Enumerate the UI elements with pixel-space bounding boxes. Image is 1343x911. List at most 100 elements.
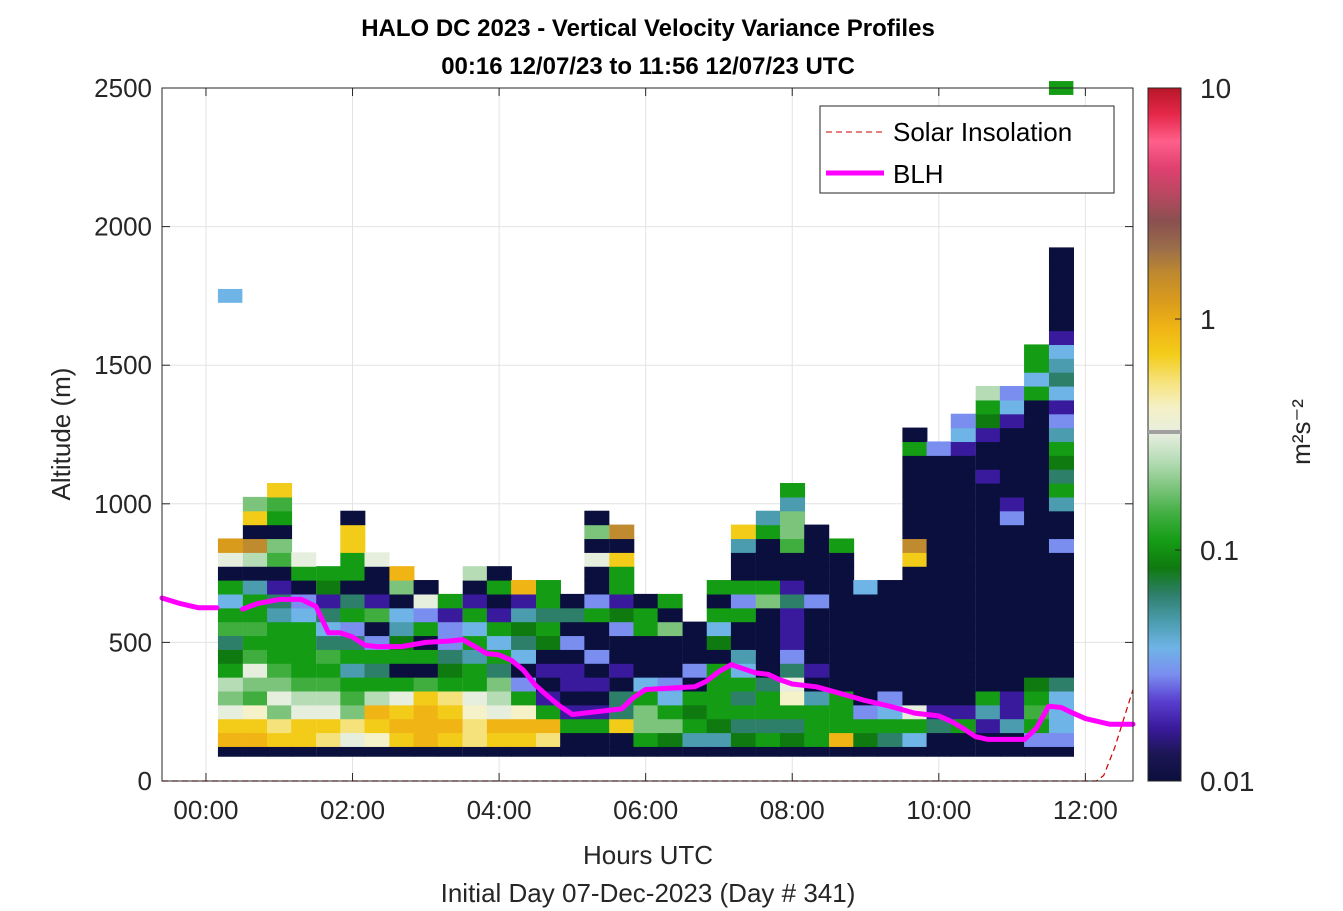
heatmap-cell — [462, 607, 488, 623]
heatmap-cell — [1048, 580, 1074, 595]
heatmap-cell — [804, 593, 830, 609]
heatmap-cell — [902, 690, 928, 706]
x-axis-ticks: 00:00 02:00 04:00 06:00 08:00 10:00 12:00 — [173, 88, 1118, 825]
heatmap-cell — [902, 441, 928, 456]
heatmap-cell — [267, 704, 293, 720]
heatmap-cell — [584, 635, 610, 650]
heatmap-cell — [780, 483, 806, 498]
heatmap-cell — [242, 690, 268, 706]
legend-item-blh: BLH — [826, 159, 944, 189]
heatmap-cell — [584, 718, 610, 734]
blh-line — [159, 595, 1136, 742]
heatmap-cell — [560, 746, 586, 757]
heatmap-cell — [902, 677, 928, 692]
heatmap-cell — [1024, 621, 1050, 637]
heatmap-cell — [340, 677, 366, 692]
heatmap-cell — [316, 593, 342, 609]
heatmap-cell — [853, 580, 879, 595]
heatmap-cell — [217, 288, 243, 303]
heatmap-cell — [1024, 344, 1050, 359]
heatmap-cell — [364, 746, 390, 757]
heatmap-cell — [486, 607, 512, 623]
heatmap-cell — [291, 607, 317, 623]
heatmap-cell — [413, 677, 439, 692]
heatmap-cell — [437, 732, 463, 747]
heatmap-cell — [682, 663, 708, 678]
heatmap-cell — [511, 649, 537, 664]
heatmap-cell — [340, 732, 366, 747]
heatmap-cell — [999, 566, 1025, 581]
heatmap-cell — [609, 552, 635, 567]
heatmap-cell — [853, 635, 879, 650]
heatmap-cell — [755, 677, 781, 692]
heatmap-cell — [755, 566, 781, 581]
heatmap-cell — [657, 732, 683, 747]
x-tick-label: 02:00 — [320, 795, 385, 825]
heatmap-cell — [1024, 677, 1050, 692]
heatmap-cell — [217, 704, 243, 720]
heatmap-cell — [657, 690, 683, 706]
heatmap-cell — [755, 718, 781, 734]
heatmap-cell — [584, 663, 610, 678]
heatmap-cell — [364, 690, 390, 706]
heatmap-cell — [462, 677, 488, 692]
heatmap-cell — [804, 635, 830, 650]
heatmap-cell — [389, 566, 415, 581]
heatmap-cell — [682, 718, 708, 734]
heatmap-cell — [975, 718, 1001, 734]
heatmap-cell — [364, 552, 390, 567]
heatmap-cell — [755, 690, 781, 706]
heatmap-cell — [242, 621, 268, 637]
heatmap-cell — [1048, 261, 1074, 276]
heatmap-cell — [755, 510, 781, 526]
heatmap-cell — [853, 593, 879, 609]
heatmap-cell — [1048, 483, 1074, 498]
heatmap-cell — [462, 580, 488, 595]
heatmap-cell — [364, 621, 390, 637]
heatmap-cell — [755, 732, 781, 747]
heatmap-cell — [926, 566, 952, 581]
heatmap-cell — [316, 704, 342, 720]
heatmap-cell — [242, 677, 268, 692]
heatmap-cell — [242, 580, 268, 595]
heatmap-cell — [902, 483, 928, 498]
heatmap-cell — [1048, 524, 1074, 540]
heatmap-cell — [780, 496, 806, 512]
heatmap-cell — [340, 607, 366, 623]
heatmap-cell — [950, 704, 976, 720]
heatmap-cell — [437, 663, 463, 678]
heatmap-cell — [1024, 607, 1050, 623]
heatmap-cell — [804, 538, 830, 553]
heatmap-cell — [780, 718, 806, 734]
heatmap-cell — [340, 538, 366, 553]
heatmap-cell — [486, 566, 512, 581]
heatmap-cell — [1024, 524, 1050, 540]
heatmap-cell — [902, 524, 928, 540]
heatmap-cell — [364, 593, 390, 609]
heatmap-cell — [1024, 510, 1050, 526]
heatmap-cell — [291, 621, 317, 637]
heatmap-cell — [926, 552, 952, 567]
heatmap-cell — [999, 496, 1025, 512]
heatmap-cell — [975, 552, 1001, 567]
heatmap-cell — [926, 607, 952, 623]
heatmap-cell — [584, 690, 610, 706]
heatmap-cell — [560, 635, 586, 650]
heatmap-cell — [902, 510, 928, 526]
heatmap-cell — [950, 469, 976, 484]
heatmap-cell — [217, 635, 243, 650]
heatmap-cell — [291, 649, 317, 664]
heatmap-cell — [242, 718, 268, 734]
heatmap-cell — [902, 455, 928, 470]
heatmap-cell — [1048, 746, 1074, 757]
heatmap-cell — [535, 580, 562, 595]
heatmap-cell — [975, 538, 1001, 553]
heatmap-cell — [1048, 607, 1074, 623]
heatmap-cell — [535, 718, 562, 734]
heatmap-cell — [829, 663, 855, 678]
heatmap-cell — [291, 552, 317, 567]
heatmap-cell — [340, 649, 366, 664]
heatmap-cell — [267, 566, 293, 581]
heatmap-cell — [560, 732, 586, 747]
heatmap-cell — [291, 704, 317, 720]
